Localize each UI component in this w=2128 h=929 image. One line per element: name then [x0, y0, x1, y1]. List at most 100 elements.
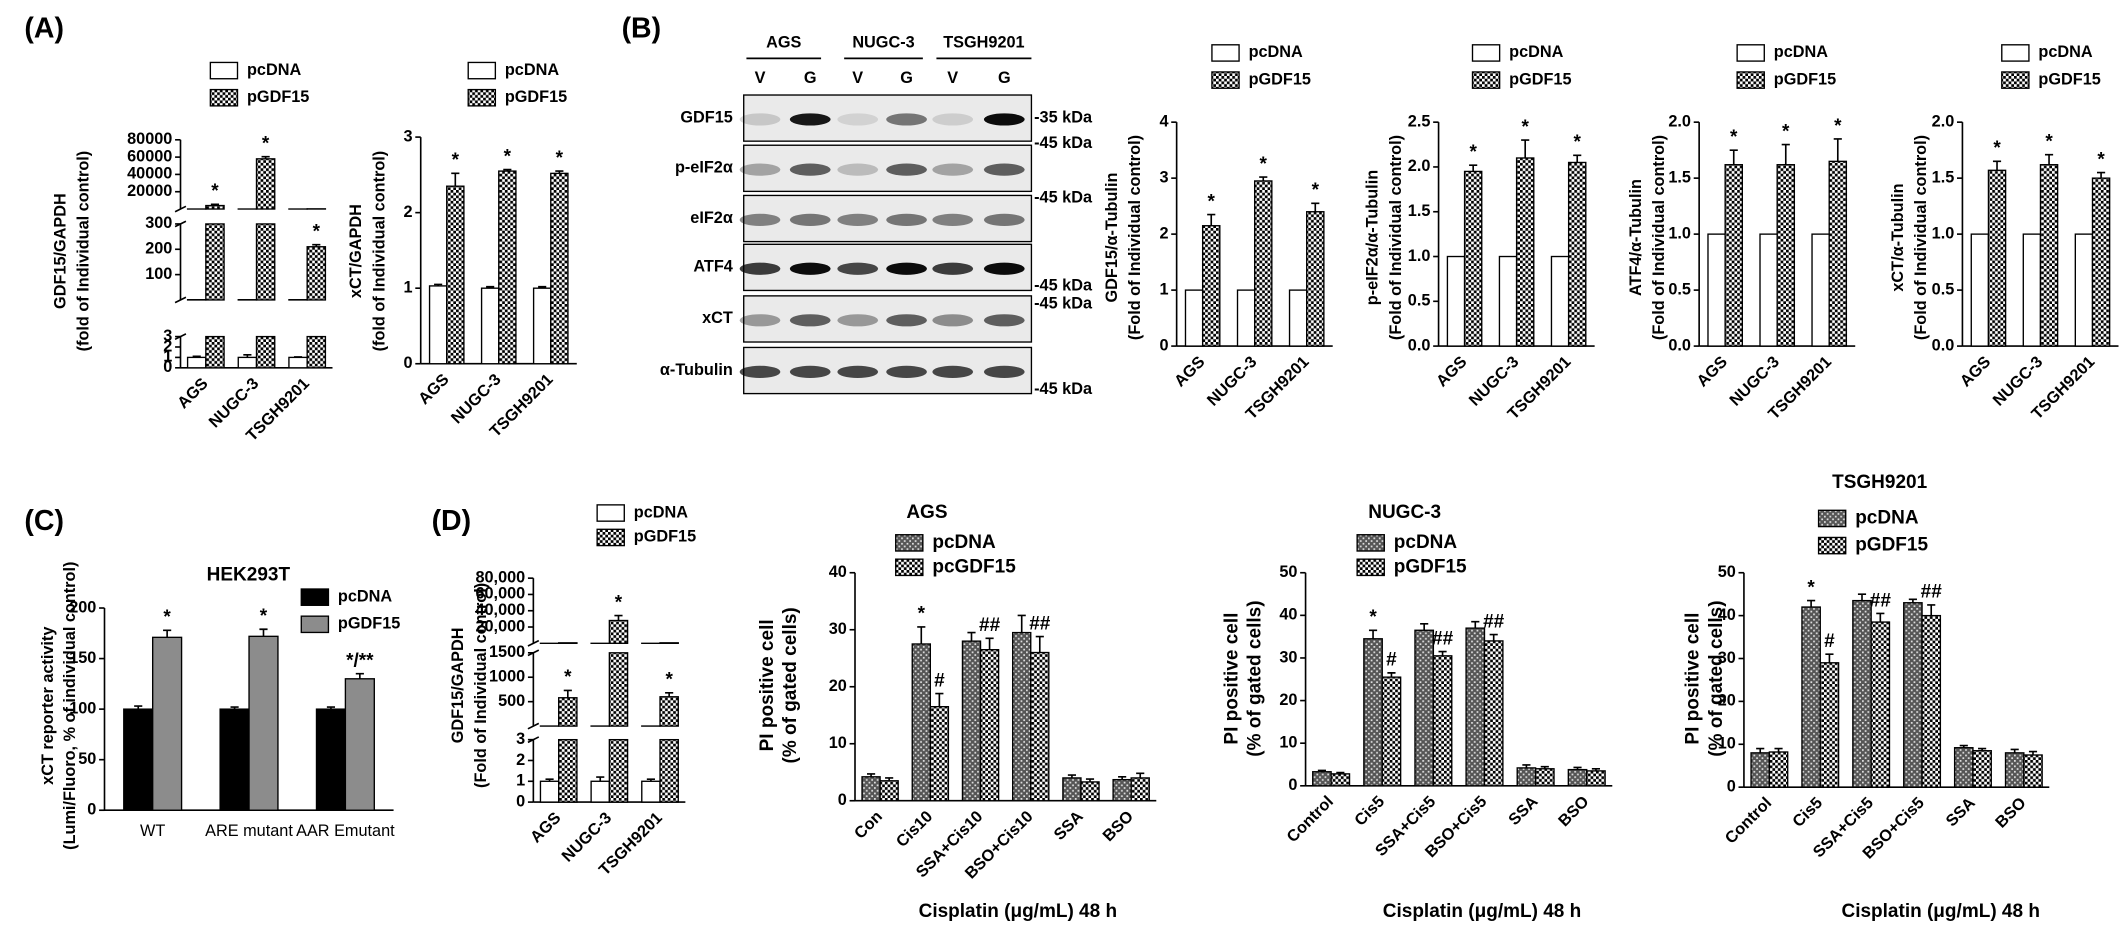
legend-label: pGDF15 [247, 88, 309, 106]
error-bar [1927, 604, 1936, 616]
significance-label: * [1782, 121, 1790, 142]
significance-label: * [163, 607, 171, 628]
band [789, 213, 831, 226]
legend-label: pcDNA [1394, 532, 1458, 553]
legend-label: pcDNA [1249, 43, 1303, 61]
band [837, 365, 879, 378]
error-bar [1992, 160, 2002, 171]
error-bar [434, 283, 443, 286]
error-bar [243, 353, 252, 358]
significance-label: ## [1432, 628, 1454, 649]
y-tick-label: 0 [1288, 776, 1297, 794]
error-bar [451, 172, 460, 187]
legend-label: pGDF15 [1855, 535, 1928, 556]
band [837, 113, 879, 126]
legend-label: pcDNA [247, 61, 301, 79]
lane-label: G [998, 69, 1011, 87]
y-tick-label: 0.5 [1668, 280, 1691, 298]
band [932, 213, 974, 226]
panel-label: (B) [622, 12, 662, 44]
error-bar [1978, 747, 1987, 751]
error-bar [1438, 650, 1447, 656]
y-tick-label: 1.5 [1668, 168, 1691, 186]
bar [590, 780, 611, 803]
y-tick-label: 0 [404, 354, 413, 372]
y-tick-label: 1.0 [1932, 224, 1955, 242]
y-tick-label: 3 [163, 327, 172, 345]
bar [608, 738, 629, 803]
significance-label: ## [979, 615, 1001, 636]
band [886, 314, 927, 327]
legend-label: pGDF15 [1394, 556, 1467, 577]
significance-label: ## [1870, 590, 1892, 611]
error-bar [1756, 747, 1765, 753]
bar [1567, 161, 1587, 347]
x-tick-label: Cis5 [1789, 794, 1826, 831]
bar [288, 356, 308, 369]
chart: 0 10 20 30 40 50 PI positive cell (% of gated c… [1221, 502, 1613, 922]
legend-label: pcDNA [932, 532, 996, 553]
y-tick-label: 2 [163, 337, 172, 355]
y-tick-label: 20 [1279, 691, 1297, 709]
error-bar [503, 168, 512, 172]
error-bar [1118, 775, 1127, 780]
axis-break [174, 220, 187, 228]
legend-swatch [1817, 509, 1847, 528]
y-axis-label: GDF15/GAPDH [51, 193, 69, 309]
legend-swatch [300, 588, 330, 606]
y-axis-sublabel: (Fold of Individual control) [1387, 135, 1405, 340]
x-axis-label: Cisplatin (μg/mL) 48 h [1841, 901, 2039, 922]
axis-break [527, 722, 540, 730]
error-bar [1035, 635, 1044, 653]
y-tick-label: 20 [829, 677, 847, 695]
legend-swatch [300, 615, 330, 634]
chart-title: TSGH9201 [1832, 472, 1927, 493]
bar [248, 635, 279, 811]
bar [205, 204, 225, 210]
bar [879, 780, 899, 802]
y-axis-label: xCT/α-Tubulin [1889, 183, 1907, 291]
legend-swatch [1211, 44, 1240, 62]
legend-swatch [895, 534, 924, 552]
significance-label: * [1208, 191, 1216, 212]
y-tick-label: 20,000 [475, 617, 525, 635]
band [789, 163, 831, 176]
legend-label: pcDNA [338, 587, 392, 605]
significance-label: # [1824, 631, 1835, 652]
legend-swatch [1471, 44, 1501, 62]
legend-swatch [1211, 71, 1240, 89]
significance-label: * [1574, 132, 1582, 153]
significance-label: * [1312, 180, 1320, 201]
error-bar [1522, 764, 1531, 768]
y-tick-label: 1.5 [1408, 202, 1431, 220]
bar [1288, 289, 1308, 347]
bar [1750, 752, 1771, 788]
x-axis-label: Cisplatin (μg/mL) 48 h [1383, 901, 1581, 922]
legend-label: pGDF15 [338, 615, 400, 633]
significance-label: * [211, 181, 219, 202]
y-tick-label: 1.5 [1932, 168, 1955, 186]
y-axis-sublabel: (Fold of Individual control) [1912, 135, 1930, 340]
chart: 0 1 2 3 4 GDF15/α-Tubulin (Fold of Individual … [1103, 43, 1333, 423]
error-bar [665, 692, 674, 697]
error-bar [210, 203, 220, 206]
error-bar [2028, 750, 2038, 755]
bar [2039, 164, 2059, 347]
band [739, 365, 781, 378]
y-tick-label: 150 [69, 649, 96, 667]
band [739, 314, 781, 327]
x-tick-label: Control [1722, 794, 1776, 848]
chart-title: AGS [906, 502, 947, 523]
bar [1312, 771, 1332, 787]
error-bar [1259, 176, 1268, 181]
bar [255, 223, 276, 301]
y-axis-sublabel: (% of gated cells) [1244, 600, 1265, 756]
legend-label: pcDNA [505, 61, 559, 79]
y-axis-label: GDF15/GAPDH [449, 628, 467, 744]
error-bar [1729, 149, 1738, 165]
bar [1870, 621, 1891, 788]
y-axis-sublabel: (Fold of Individual control) [1650, 135, 1668, 340]
band [789, 262, 831, 275]
